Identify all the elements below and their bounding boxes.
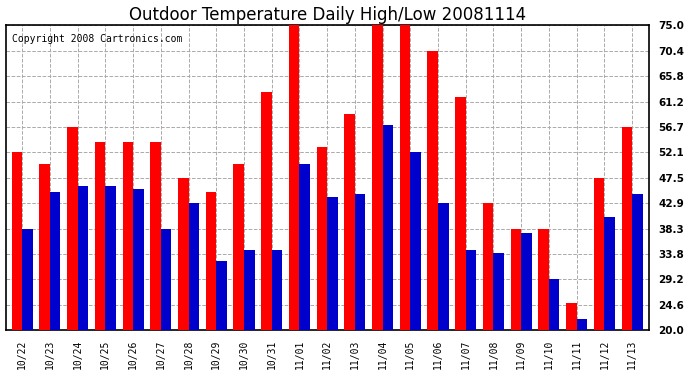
Bar xyxy=(483,203,493,330)
Bar xyxy=(299,164,310,330)
Bar xyxy=(566,303,577,330)
Bar xyxy=(344,114,355,330)
Bar xyxy=(622,127,632,330)
Bar xyxy=(428,51,438,330)
Bar xyxy=(521,233,532,330)
Bar xyxy=(67,127,78,330)
Bar xyxy=(355,194,366,330)
Bar xyxy=(327,197,337,330)
Bar xyxy=(261,92,272,330)
Bar xyxy=(161,229,171,330)
Bar xyxy=(538,229,549,330)
Bar xyxy=(106,186,116,330)
Bar xyxy=(411,152,421,330)
Bar xyxy=(511,229,521,330)
Bar xyxy=(50,192,61,330)
Bar xyxy=(382,125,393,330)
Bar xyxy=(206,192,216,330)
Bar xyxy=(372,25,382,330)
Bar xyxy=(400,25,411,330)
Bar xyxy=(233,164,244,330)
Bar xyxy=(123,142,133,330)
Bar xyxy=(244,250,255,330)
Bar xyxy=(133,189,144,330)
Bar xyxy=(78,186,88,330)
Bar xyxy=(289,25,299,330)
Bar xyxy=(178,178,188,330)
Bar xyxy=(577,319,587,330)
Bar xyxy=(549,279,560,330)
Title: Outdoor Temperature Daily High/Low 20081114: Outdoor Temperature Daily High/Low 20081… xyxy=(128,6,526,24)
Bar xyxy=(188,203,199,330)
Text: Copyright 2008 Cartronics.com: Copyright 2008 Cartronics.com xyxy=(12,34,182,44)
Bar xyxy=(604,217,615,330)
Bar xyxy=(493,253,504,330)
Bar xyxy=(272,250,282,330)
Bar xyxy=(22,229,32,330)
Bar xyxy=(12,152,22,330)
Bar xyxy=(39,164,50,330)
Bar xyxy=(455,97,466,330)
Bar xyxy=(438,203,449,330)
Bar xyxy=(632,194,642,330)
Bar xyxy=(150,142,161,330)
Bar xyxy=(317,147,327,330)
Bar xyxy=(466,250,476,330)
Bar xyxy=(594,178,604,330)
Bar xyxy=(216,261,227,330)
Bar xyxy=(95,142,106,330)
